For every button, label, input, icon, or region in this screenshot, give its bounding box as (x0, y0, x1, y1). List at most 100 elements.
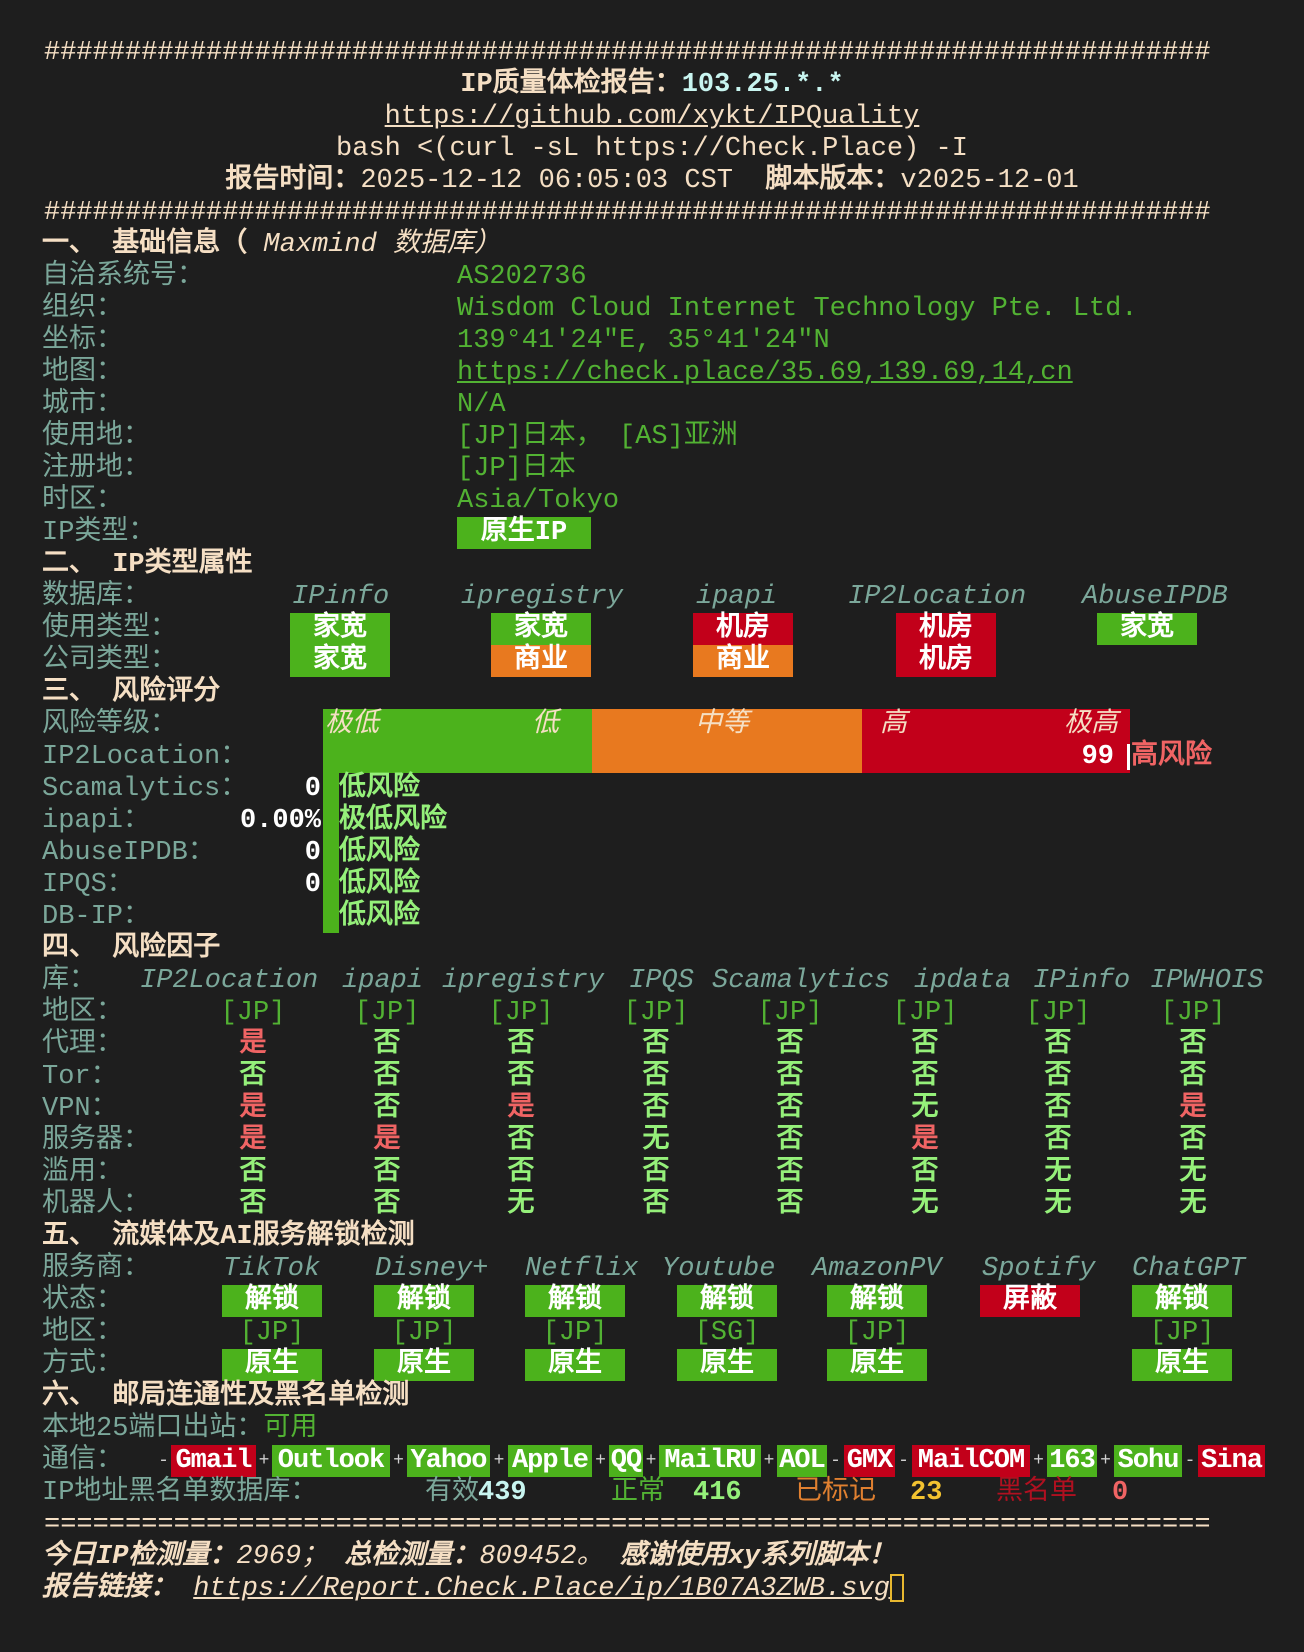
factor-db-label: 库： (42, 966, 96, 996)
company-type-badge: 家宽 (290, 645, 390, 677)
mail-provider-badge: Sohu (1114, 1445, 1182, 1477)
basic-label: 时区： (42, 486, 123, 516)
factor-db-name: ipregistry (442, 966, 605, 996)
factor-label: 代理： (42, 1030, 123, 1060)
factor-value: 否 (776, 1094, 804, 1124)
service-region: [SG] (694, 1318, 760, 1348)
factor-value: 无 (507, 1190, 535, 1220)
factor-value: 否 (507, 1126, 535, 1156)
mail-connector: - (158, 1451, 169, 1471)
factor-value: 无 (642, 1126, 670, 1156)
risk-score: 0.00% (239, 806, 321, 836)
factor-label: Tor： (42, 1062, 118, 1092)
factor-value: [JP] (220, 998, 286, 1028)
factor-db-name: IPQS (629, 966, 694, 996)
mail-connector: - (898, 1451, 909, 1471)
factor-value: 否 (911, 1030, 939, 1060)
unlock-status-badge: 解锁 (525, 1285, 625, 1317)
basic-label: 地图： (42, 358, 123, 388)
factor-value: 否 (373, 1030, 401, 1060)
unlock-method-badge: 原生 (374, 1349, 474, 1381)
usage-stats: 今日IP检测量：2969； 总检测量：809452。 感谢使用xy系列脚本！ (42, 1541, 895, 1573)
scale-low: 低 (532, 710, 559, 740)
mail-provider-badge: QQ (609, 1445, 643, 1477)
risk-score-indicator (323, 773, 339, 933)
marked-count: 23 (910, 1478, 943, 1508)
risk-source-label: ipapi： (42, 806, 151, 836)
blacklisted-label: 黑名单 (996, 1478, 1077, 1508)
github-link[interactable]: https://github.com/xykt/IPQuality (384, 102, 920, 132)
basic-value: Asia/Tokyo (457, 486, 620, 516)
basic-value: N/A (457, 390, 506, 420)
risk-source-label: Scamalytics： (42, 774, 248, 804)
factor-value: 否 (373, 1190, 401, 1220)
factor-value: 无 (1044, 1190, 1072, 1220)
factor-db-name: Scamalytics (712, 966, 891, 996)
service-region: [JP] (391, 1318, 457, 1348)
risk-source-label: IP2Location： (42, 742, 248, 772)
factor-value: 否 (1044, 1094, 1072, 1124)
factor-value: 是 (239, 1126, 267, 1156)
factor-value: 否 (776, 1030, 804, 1060)
scale-very-high: 极高 (1064, 710, 1118, 740)
factor-db-name: IPinfo (1033, 966, 1131, 996)
risk-level: 低风险 (339, 774, 420, 804)
factor-value: 否 (239, 1158, 267, 1188)
comm-label: 通信： (42, 1446, 123, 1476)
unlock-method-badge: 原生 (222, 1349, 322, 1381)
basic-label: 坐标： (42, 326, 123, 356)
usage-type-badge: 家宽 (491, 613, 591, 645)
factor-value: [JP] (354, 998, 420, 1028)
spacer (328, 1542, 344, 1572)
risk-score (180, 901, 321, 933)
service-name: Disney+ (375, 1254, 489, 1284)
basic-label: 注册地： (42, 454, 150, 484)
map-link[interactable]: https://check.place/35.69,139.69,14,cn (457, 358, 1073, 388)
report-link-label: 报告链接： (42, 1574, 177, 1604)
service-label: 服务商： (42, 1254, 150, 1284)
db-name: AbuseIPDB (1082, 582, 1228, 612)
factor-value: 否 (1044, 1062, 1072, 1092)
factor-value: 否 (776, 1126, 804, 1156)
today-count: 2969； (236, 1542, 329, 1572)
basic-value: 139°41′24″E, 35°41′24″N (457, 326, 830, 356)
db-name: ipregistry (461, 582, 624, 612)
mail-connector: + (493, 1451, 505, 1471)
method-label: 方式： (42, 1350, 123, 1380)
risk-level: 低风险 (339, 870, 420, 900)
factor-db-name: IP2Location (140, 966, 319, 996)
usage-type-badge: 家宽 (290, 613, 390, 645)
factor-value: 无 (1179, 1158, 1207, 1188)
normal-label: 正常 (611, 1478, 665, 1508)
basic-label: 城市： (42, 390, 123, 420)
risk-score-marker (1114, 744, 1130, 770)
blacklist-label: IP地址黑名单数据库： (42, 1478, 318, 1508)
report-link[interactable]: https://Report.Check.Place/ip/1B07A3ZWB.… (193, 1574, 890, 1604)
unlock-status-badge: 屏蔽 (980, 1285, 1080, 1317)
company-type-badge: 机房 (896, 645, 996, 677)
factor-value: [JP] (892, 998, 958, 1028)
mail-provider-badge: GMX (844, 1445, 895, 1477)
mail-provider-badge: Yahoo (407, 1445, 490, 1477)
service-name: AmazonPV (812, 1254, 942, 1284)
port25-row: 本地25端口出站：可用 (42, 1413, 317, 1445)
factor-value: 否 (239, 1190, 267, 1220)
factor-value: 否 (911, 1062, 939, 1092)
factor-value: 是 (373, 1126, 401, 1156)
db-name: ipapi (696, 582, 778, 612)
script-version-label: 脚本版本： (765, 166, 901, 196)
total-label: 总检测量： (344, 1542, 480, 1572)
usage-type-badge: 家宽 (1097, 613, 1197, 645)
factor-value: 是 (911, 1126, 939, 1156)
scale-medium: 中等 (695, 710, 749, 740)
factor-value: 否 (1044, 1030, 1072, 1060)
mail-provider-badge: AOL (777, 1445, 827, 1477)
unlock-status-badge: 解锁 (677, 1285, 777, 1317)
mail-connector: + (595, 1451, 606, 1471)
mail-connector: + (393, 1451, 404, 1471)
risk-level: 低风险 (339, 902, 420, 932)
unlock-method-badge: 原生 (677, 1349, 777, 1381)
service-name: Netflix (525, 1254, 639, 1284)
script-version: v2025-12-01 (900, 166, 1079, 196)
basic-label: 使用地： (42, 422, 150, 452)
